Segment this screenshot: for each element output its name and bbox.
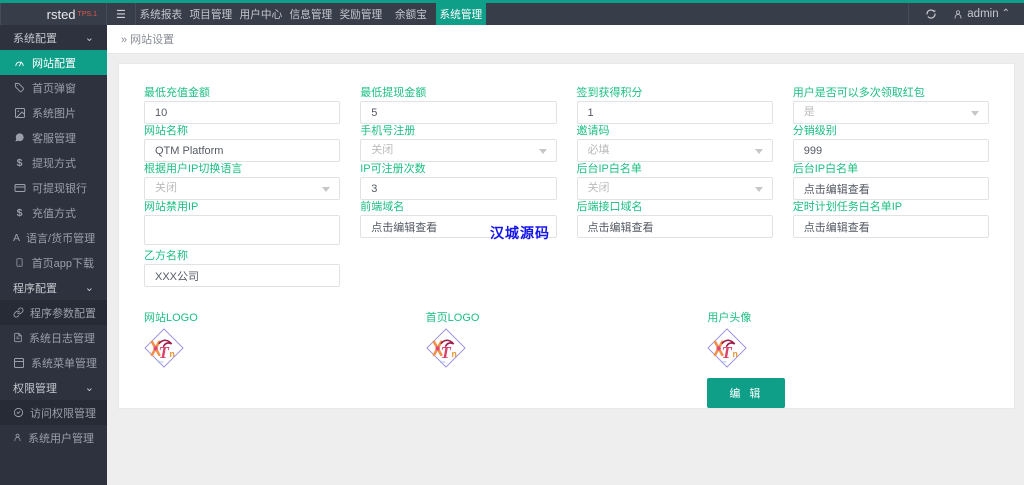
svg-text:tips: tips xyxy=(721,359,727,363)
svg-text:tips: tips xyxy=(439,359,445,363)
svg-text:n: n xyxy=(169,349,174,359)
svg-text:n: n xyxy=(451,349,456,359)
svg-text:T: T xyxy=(159,342,170,361)
svg-text:n: n xyxy=(733,349,738,359)
svg-text:T: T xyxy=(722,342,733,361)
svg-text:T: T xyxy=(440,342,451,361)
svg-text:tips: tips xyxy=(158,359,164,363)
